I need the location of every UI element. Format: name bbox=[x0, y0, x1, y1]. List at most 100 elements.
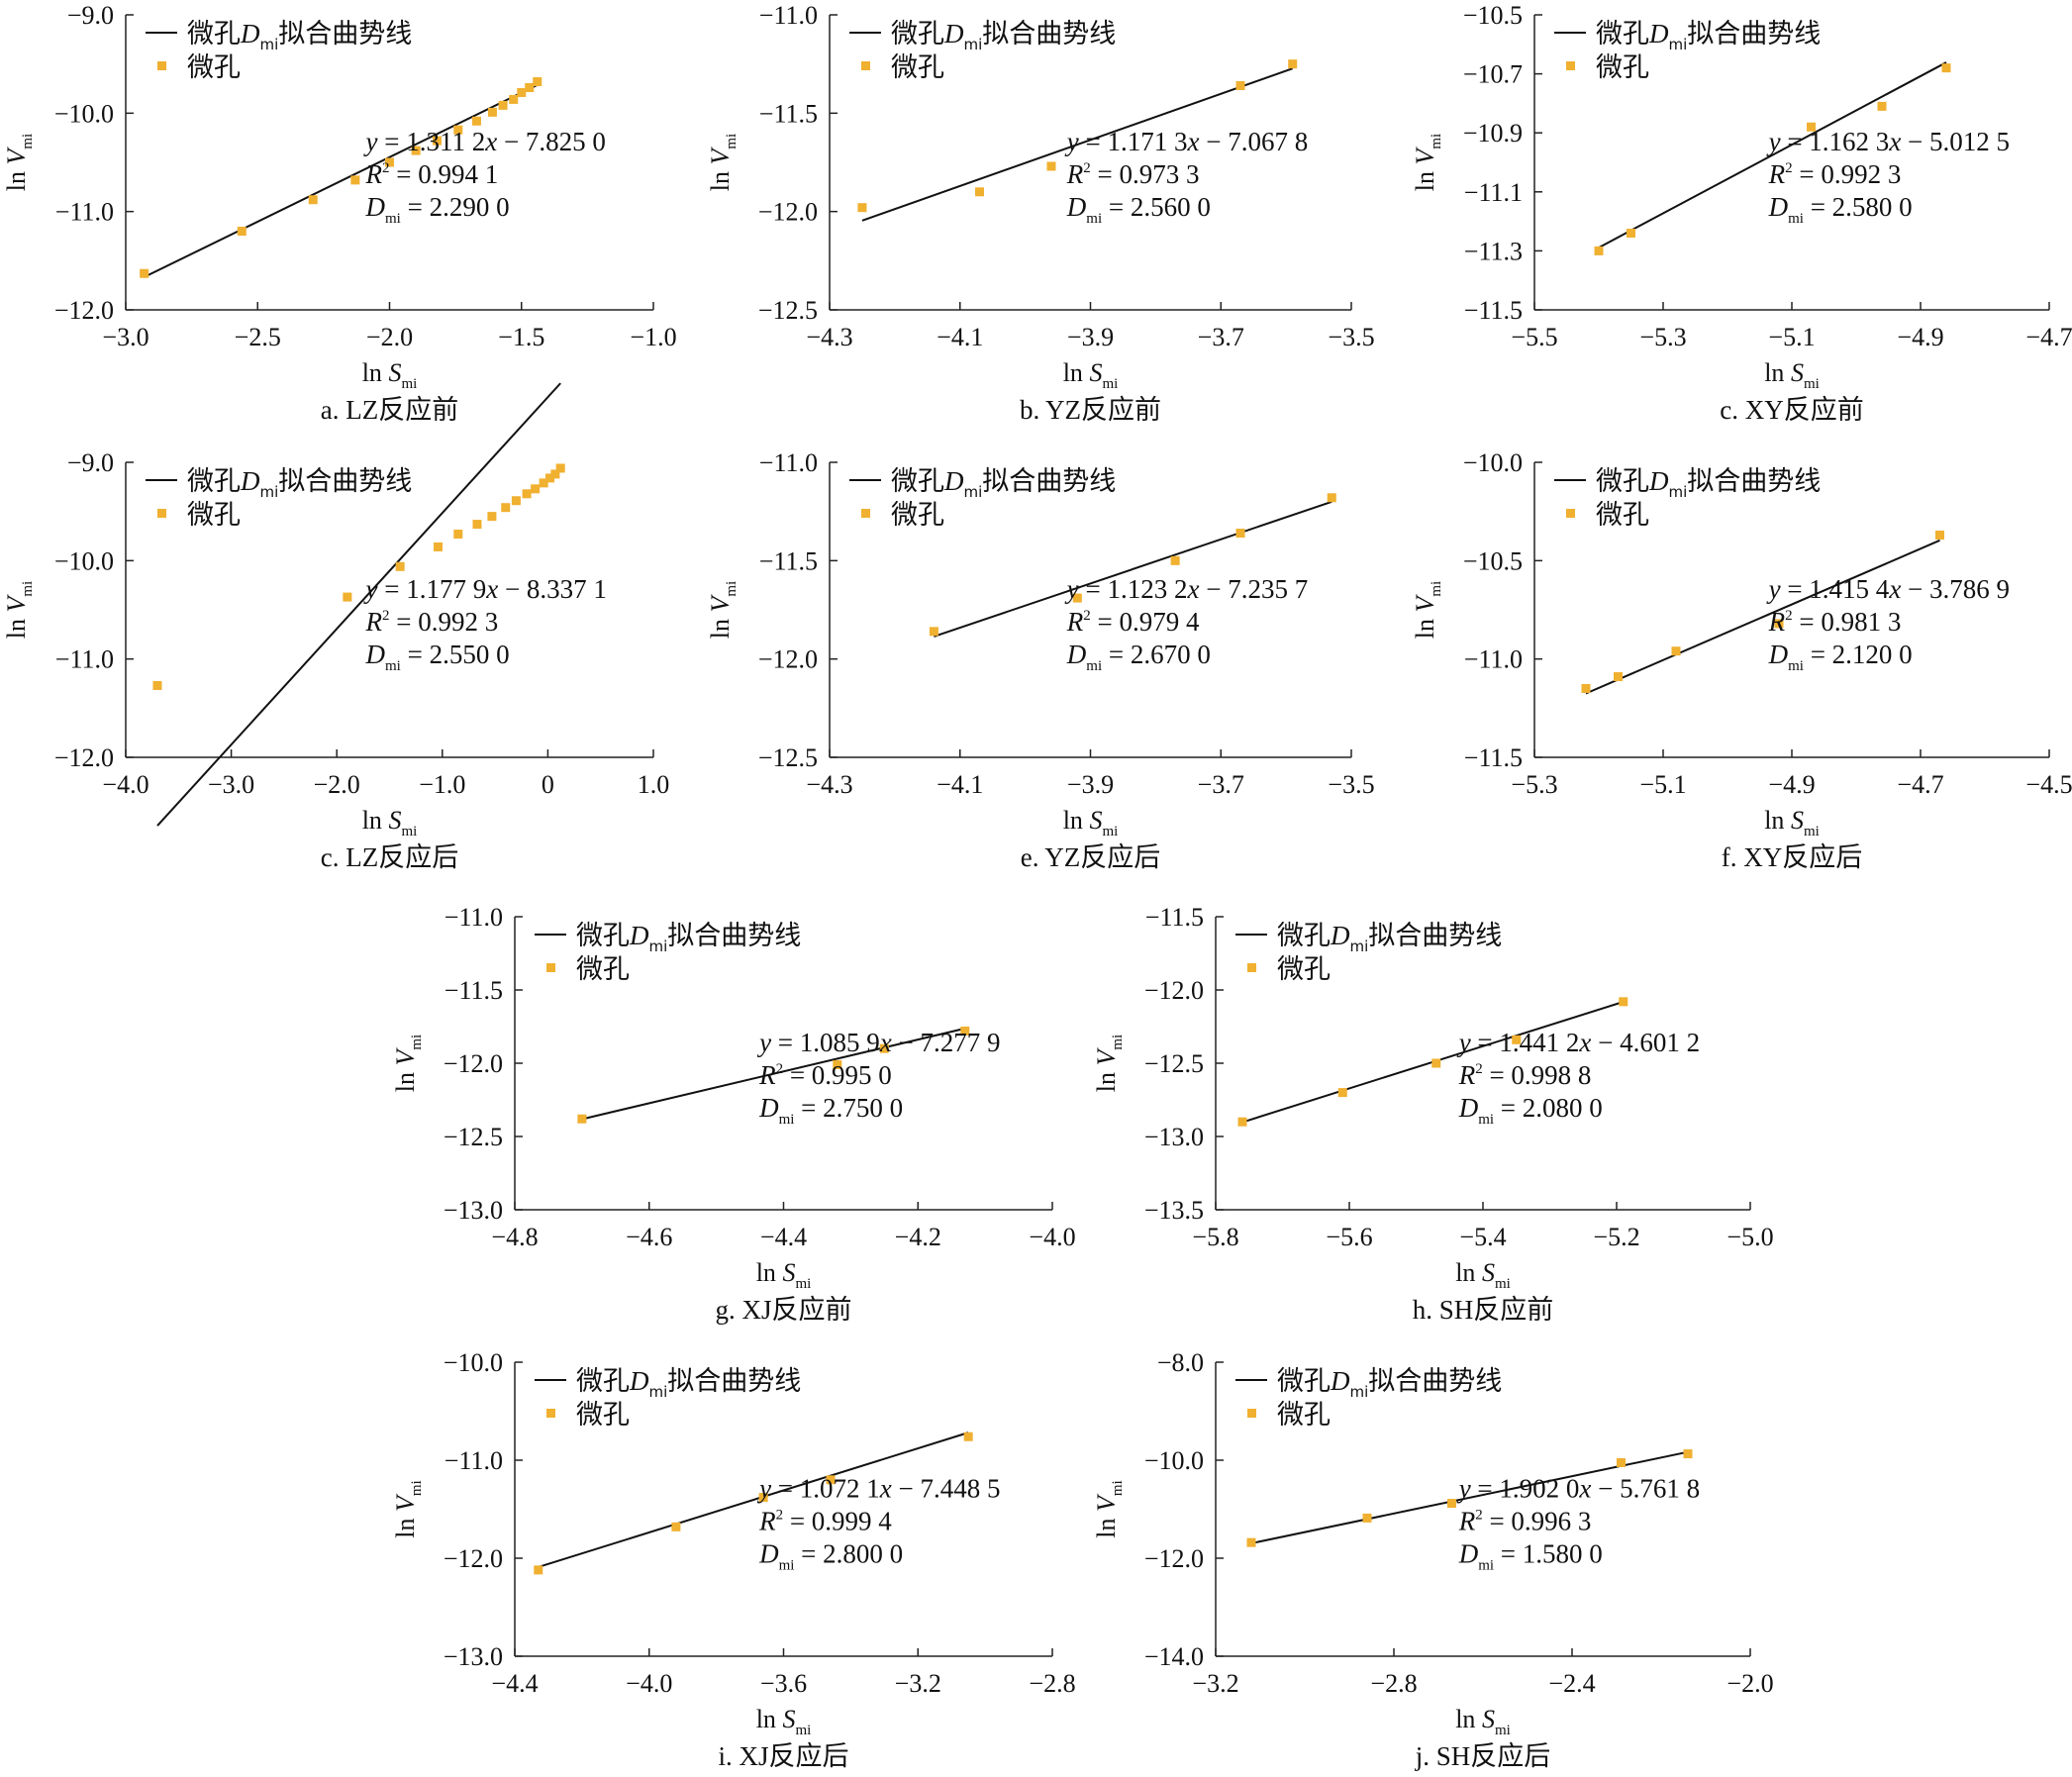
legend-points-label: 微孔 bbox=[576, 1400, 630, 1431]
legend-points-label: 微孔 bbox=[1596, 52, 1649, 83]
y-tick-label: −11.3 bbox=[1464, 237, 1523, 265]
data-point bbox=[1614, 672, 1623, 682]
data-point bbox=[963, 1431, 973, 1441]
data-point bbox=[517, 87, 527, 97]
legend-fit-label: 微孔Dmi拟合曲势线 bbox=[1596, 466, 1821, 501]
x-tick-label: −3.5 bbox=[1328, 770, 1374, 799]
x-tick-label: −3.9 bbox=[1067, 770, 1114, 799]
data-point bbox=[1627, 229, 1635, 239]
data-point bbox=[511, 496, 521, 506]
y-tick-label: −12.0 bbox=[444, 1544, 503, 1573]
y-tick-label: −10.0 bbox=[54, 546, 114, 575]
chart-panel: −9.0 −10.0 −11.0 −12.0−3.0 −2.5 −2.0 −1.5 −1.0 l… bbox=[2, 1, 677, 425]
chart-panel: −10.0 −10.5 −11.0 −11.5−5.3 −5.1 −4.9 −4.7 −4.5… bbox=[1411, 448, 2072, 872]
r-squared-label: R2 = 0.999 4 bbox=[758, 1507, 892, 1536]
chart-panel: −11.0 −11.5 −12.0 −12.5 −13.0−4.8 −4.6 −4.4 −4.… bbox=[391, 903, 1076, 1325]
y-tick-label: −12.5 bbox=[444, 1123, 503, 1151]
legend-points-label: 微孔 bbox=[187, 500, 241, 531]
y-tick-label: −12.0 bbox=[54, 743, 114, 772]
y-tick-label: −11.0 bbox=[759, 448, 818, 477]
y-tick-label: −12.0 bbox=[54, 296, 114, 325]
x-tick-label: −5.0 bbox=[1727, 1223, 1773, 1251]
r-squared-label: R2 = 0.992 3 bbox=[1768, 159, 1902, 189]
data-point bbox=[1046, 161, 1056, 171]
fractal-dimension-label: Dmi = 2.550 0 bbox=[365, 640, 510, 674]
y-tick-label: −10.0 bbox=[54, 99, 114, 128]
data-point bbox=[758, 1493, 768, 1503]
data-point bbox=[487, 107, 497, 117]
x-tick-label: −1.0 bbox=[630, 323, 676, 351]
x-axis-label: ln Smi bbox=[1455, 1258, 1511, 1292]
data-point bbox=[434, 542, 444, 551]
data-point bbox=[539, 478, 548, 488]
x-tick-label: −5.6 bbox=[1326, 1223, 1372, 1251]
chart-caption: j. SH反应后 bbox=[1415, 1741, 1551, 1771]
legend-point-swatch bbox=[157, 509, 166, 518]
fit-equation: y = 1.311 2x − 7.825 0 bbox=[363, 127, 606, 156]
r-squared-label: R2 = 0.973 3 bbox=[1066, 159, 1200, 189]
y-axis-label: ln Vmi bbox=[1411, 134, 1444, 191]
data-point bbox=[1774, 619, 1784, 629]
fit-line bbox=[1585, 539, 1940, 695]
chart-caption: h. SH反应前 bbox=[1413, 1295, 1554, 1325]
fractal-dimension-label: Dmi = 1.580 0 bbox=[1458, 1539, 1603, 1574]
data-point bbox=[411, 146, 421, 155]
data-point bbox=[1170, 555, 1180, 565]
legend-points-label: 微孔 bbox=[891, 52, 944, 83]
data-point bbox=[1807, 122, 1816, 132]
legend-fit-label: 微孔Dmi拟合曲势线 bbox=[1596, 19, 1821, 53]
legend-point-swatch bbox=[861, 61, 870, 70]
r-squared-label: R2 = 0.992 3 bbox=[365, 607, 499, 637]
fractal-dimension-label: Dmi = 2.120 0 bbox=[1768, 640, 1913, 674]
y-axis-label: ln Vmi bbox=[1092, 1480, 1126, 1537]
chart-caption: c. XY反应前 bbox=[1720, 395, 1863, 425]
legend-points-label: 微孔 bbox=[1277, 1400, 1331, 1431]
fit-line bbox=[1250, 1450, 1689, 1544]
legend-fit-label: 微孔Dmi拟合曲势线 bbox=[187, 19, 412, 53]
data-point bbox=[487, 512, 497, 522]
y-tick-label: −10.7 bbox=[1463, 60, 1523, 89]
data-point bbox=[1327, 493, 1336, 503]
data-point bbox=[237, 227, 247, 237]
fit-equation: y = 1.902 0x − 5.761 8 bbox=[1456, 1474, 1700, 1504]
data-point bbox=[1246, 1537, 1256, 1547]
data-point bbox=[833, 1059, 842, 1069]
y-tick-label: −11.5 bbox=[444, 976, 503, 1005]
data-point bbox=[1581, 683, 1591, 693]
r-squared-label: R2 = 0.998 8 bbox=[1458, 1060, 1592, 1090]
x-tick-label: −3.2 bbox=[1192, 1669, 1238, 1698]
fit-equation: y = 1.072 1x − 7.448 5 bbox=[756, 1474, 1000, 1504]
y-tick-label: −11.1 bbox=[1464, 178, 1523, 207]
x-axis-label: ln Smi bbox=[756, 1705, 812, 1738]
y-tick-label: −10.5 bbox=[1463, 546, 1523, 575]
data-point bbox=[1235, 529, 1245, 539]
y-axis-label: ln Vmi bbox=[1092, 1035, 1126, 1092]
x-axis-label: ln Smi bbox=[362, 358, 418, 392]
y-tick-label: −11.5 bbox=[759, 546, 818, 575]
x-tick-label: −4.9 bbox=[1897, 323, 1943, 351]
fractal-dimension-label: Dmi = 2.580 0 bbox=[1768, 192, 1913, 227]
x-tick-label: −1.5 bbox=[498, 323, 544, 351]
legend-point-swatch bbox=[1247, 1409, 1256, 1418]
y-tick-label: −12.0 bbox=[444, 1049, 503, 1078]
y-tick-label: −11.0 bbox=[444, 1446, 503, 1475]
x-tick-label: −1.0 bbox=[419, 770, 465, 799]
fit-line bbox=[581, 1027, 965, 1121]
y-tick-label: −8.0 bbox=[1157, 1348, 1204, 1377]
y-tick-label: −11.0 bbox=[55, 198, 114, 227]
x-tick-label: −3.0 bbox=[208, 770, 254, 799]
data-point bbox=[1447, 1499, 1456, 1509]
legend-points-label: 微孔 bbox=[187, 52, 241, 83]
x-axis-label: ln Smi bbox=[756, 1258, 812, 1292]
data-point bbox=[545, 473, 555, 483]
x-tick-label: 1.0 bbox=[638, 770, 670, 799]
data-point bbox=[1235, 81, 1245, 91]
data-point bbox=[975, 187, 985, 197]
data-point bbox=[152, 680, 162, 690]
data-point bbox=[395, 561, 405, 571]
x-tick-label: −4.8 bbox=[491, 1223, 538, 1251]
legend-point-swatch bbox=[1566, 509, 1575, 518]
legend-point-swatch bbox=[861, 509, 870, 518]
x-axis-label: ln Smi bbox=[362, 806, 418, 839]
data-point bbox=[531, 484, 541, 494]
